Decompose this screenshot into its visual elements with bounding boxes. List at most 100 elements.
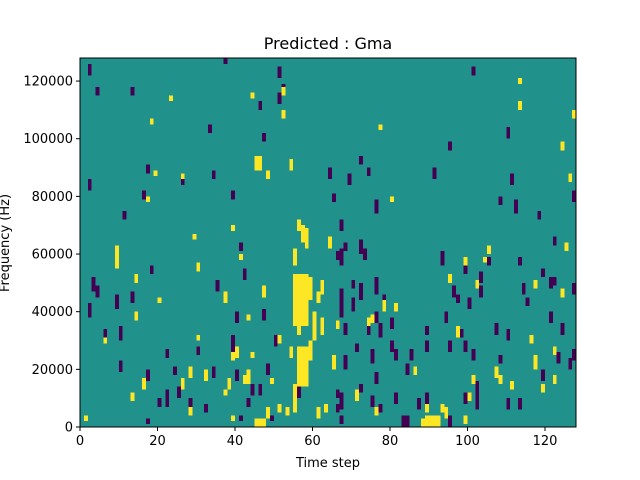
heatmap-cell-high: [297, 274, 301, 335]
heatmap-cell-high: [436, 415, 441, 427]
heatmap-cell-high: [235, 346, 239, 358]
heatmap-cell-low: [467, 297, 472, 309]
heatmap-cell-low: [475, 386, 480, 399]
heatmap-cell-low: [87, 303, 92, 318]
heatmap-cell-low: [95, 285, 100, 298]
heatmap-cell-high: [324, 403, 328, 413]
heatmap-cell-high: [130, 392, 135, 402]
heatmap-cell-low: [374, 311, 379, 324]
heatmap-cell-low: [390, 340, 394, 353]
heatmap-cell-low: [223, 58, 228, 64]
heatmap-cell-low: [196, 346, 201, 355]
y-axis-ticks: 0 20000 40000 60000 80000 100000 120000: [23, 75, 80, 436]
heatmap-cell-low: [359, 239, 363, 255]
heatmap-cell-high: [277, 334, 282, 344]
heatmap-cell-high: [289, 158, 294, 171]
heatmap-cell-low: [211, 366, 216, 378]
heatmap-cell-high: [297, 346, 301, 387]
heatmap-cell-low: [351, 297, 356, 312]
heatmap-cell-high: [300, 225, 305, 243]
heatmap-cell-low: [498, 354, 503, 364]
x-tick-label: 120: [533, 434, 558, 449]
heatmap-cell-high: [382, 300, 387, 312]
heatmap-cell-high: [246, 369, 251, 384]
heatmap-cell-low: [405, 363, 410, 376]
heatmap-cell-high: [316, 291, 321, 304]
heatmap-cell-low: [335, 389, 340, 399]
heatmap-cell-low: [335, 251, 340, 260]
heatmap-cell-low: [231, 334, 235, 347]
heatmap-cell-high: [231, 352, 235, 361]
heatmap-cell-low: [424, 326, 429, 335]
heatmap-cell-low: [517, 398, 522, 410]
y-tick-label: 100000: [23, 132, 73, 147]
heatmap-cell-low: [235, 311, 239, 324]
heatmap-cell-high: [440, 403, 445, 413]
heatmap-cell-high: [428, 415, 433, 427]
heatmap-cell-low: [95, 86, 100, 96]
heatmap-cell-low: [459, 328, 464, 338]
heatmap-cell-low: [494, 323, 499, 335]
heatmap-cell-high: [238, 254, 243, 260]
heatmap-cell-high: [227, 377, 232, 390]
heatmap-cell-high: [312, 311, 317, 341]
heatmap-cell-high: [157, 297, 162, 304]
heatmap-cell-low: [87, 179, 92, 191]
heatmap-cell-high: [269, 377, 274, 384]
heatmap-cell-low: [118, 360, 123, 373]
heatmap-cell-high: [483, 256, 487, 263]
heatmap-cell-low: [238, 415, 243, 422]
heatmap-cell-low: [204, 403, 208, 413]
heatmap-cell-low: [374, 199, 379, 214]
heatmap-cell-high: [424, 415, 429, 427]
heatmap-cell-high: [254, 418, 259, 427]
heatmap-cell-high: [552, 346, 557, 355]
heatmap-cell-low: [258, 101, 263, 110]
heatmap-cell-high: [444, 406, 449, 419]
heatmap-cell-low: [401, 415, 406, 427]
heatmap-cell-high: [517, 78, 522, 84]
heatmap-cell-high: [533, 354, 538, 370]
heatmap-cell-low: [390, 317, 394, 329]
heatmap-cell-low: [359, 383, 363, 393]
heatmap-cell-low: [157, 398, 162, 407]
heatmap-cell-low: [335, 403, 340, 413]
heatmap-cell-high: [281, 109, 286, 119]
x-tick-label: 80: [382, 434, 399, 449]
heatmap-cell-high: [448, 274, 452, 283]
heatmap-cell-low: [506, 398, 511, 410]
heatmap-cell-low: [514, 199, 518, 214]
heatmap-cell-low: [432, 167, 437, 180]
heatmap-cell-high: [564, 242, 569, 252]
heatmap-cell-low: [552, 277, 557, 286]
heatmap-cell-low: [510, 173, 514, 185]
heatmap-cell-low: [366, 323, 371, 335]
heatmap-cell-high: [188, 366, 193, 378]
heatmap-cell-low: [440, 251, 445, 266]
heatmap-cell-high: [560, 141, 565, 151]
heatmap-cell-high: [475, 279, 480, 289]
heatmap-cell-high: [366, 317, 371, 327]
heatmap-cell-low: [343, 354, 348, 370]
heatmap-cell-low: [142, 190, 146, 200]
heatmap-cell-high: [572, 109, 576, 119]
heatmap-cell-low: [297, 386, 301, 399]
y-axis-label: Frequency (Hz): [0, 194, 13, 292]
heatmap-cell-low: [355, 343, 359, 353]
heatmap-cell-low: [506, 127, 511, 139]
heatmap-cell-low: [165, 349, 170, 358]
heatmap-cell-low: [572, 349, 576, 361]
heatmap-cell-low: [572, 190, 576, 203]
heatmap-cell-low: [339, 415, 344, 425]
heatmap-cell-high: [266, 406, 270, 419]
heatmap-cell-low: [370, 349, 375, 364]
heatmap-cell-low: [114, 300, 119, 309]
heatmap-cell-high: [180, 377, 185, 390]
heatmap-cell-high: [289, 346, 294, 358]
heatmap-cell-high: [250, 352, 255, 358]
heatmap-cell-high: [297, 219, 301, 231]
heatmap-cell-low: [448, 340, 452, 353]
heatmap-cell-high: [223, 389, 228, 396]
heatmap-cell-high: [134, 274, 139, 283]
